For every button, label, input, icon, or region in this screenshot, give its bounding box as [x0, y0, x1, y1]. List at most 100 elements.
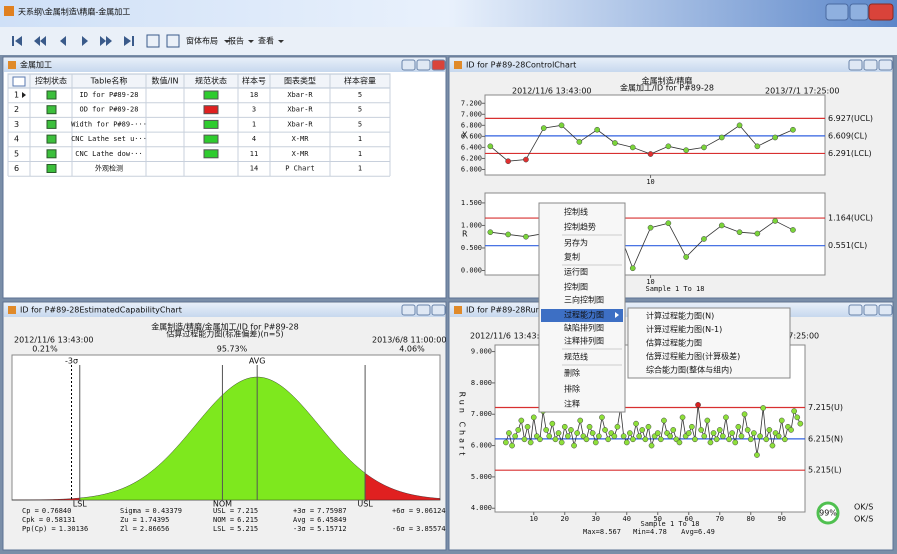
chart-type: Xbar-R	[287, 91, 313, 99]
menu-item[interactable]: 运行图	[564, 267, 588, 277]
pane-button[interactable]	[431, 59, 446, 71]
pane-button[interactable]	[401, 59, 416, 71]
row-number: 2	[14, 105, 19, 114]
data-point	[790, 126, 796, 133]
submenu-item[interactable]: 估算过程能力图(计算极差)	[646, 351, 740, 361]
menu-item[interactable]: 控制线	[564, 207, 588, 217]
start-date: 2012/11/6 13:43:00	[14, 336, 94, 345]
pane-button[interactable]	[848, 304, 863, 316]
toolbar-menu[interactable]: 窗体布局	[186, 36, 218, 46]
menu-item[interactable]: 三向控制图	[564, 295, 604, 305]
menu-item[interactable]: 控制趋势	[564, 222, 596, 232]
data-point	[778, 417, 785, 424]
pane-button[interactable]	[863, 59, 878, 71]
maximize-button[interactable]	[849, 3, 869, 21]
data-point	[661, 417, 667, 424]
menu-item[interactable]: 规范线	[564, 352, 588, 362]
data-point	[704, 417, 711, 424]
stat-value: 0.76840	[42, 507, 72, 515]
control-status-icon[interactable]	[46, 119, 57, 129]
pane-button[interactable]	[878, 59, 893, 71]
menu-item[interactable]: 排除	[564, 384, 580, 394]
stat-text: +3σ = 7.75987	[293, 507, 347, 515]
data-point	[503, 439, 509, 446]
submenu-item[interactable]: 计算过程能力图(N-1)	[646, 324, 722, 334]
x-tick-label: 20	[561, 515, 569, 523]
data-point	[506, 430, 512, 436]
x-tick-label: 10	[530, 515, 538, 523]
toolbar-menu[interactable]: 报告	[228, 36, 244, 46]
column-header: 规范状态	[195, 76, 227, 86]
data-point	[577, 417, 584, 424]
reference-label: NOM	[213, 500, 232, 509]
data-point	[736, 229, 743, 236]
data-point	[599, 414, 605, 421]
data-point	[589, 430, 596, 436]
menu-item[interactable]: 删除	[564, 368, 580, 378]
menu-item[interactable]: 注释排列图	[564, 336, 604, 346]
data-point	[754, 452, 760, 458]
status-badge	[816, 501, 840, 525]
y-tick-label: 4.000	[471, 504, 492, 512]
column-header: 数值/IN	[151, 76, 178, 86]
pane-button[interactable]	[401, 304, 416, 316]
data-point	[710, 430, 717, 436]
row-pointer	[22, 92, 26, 98]
pane-title: 金属加工	[20, 60, 52, 70]
stat-name: Sigma =	[120, 507, 150, 515]
close-button[interactable]	[868, 3, 894, 21]
data-point	[689, 423, 695, 430]
control-status-icon[interactable]	[46, 105, 57, 115]
toolbar-menu[interactable]: 查看	[258, 36, 274, 46]
pane-button[interactable]	[416, 304, 431, 316]
data-point	[540, 125, 547, 131]
limit-label: 7.215(U)	[808, 403, 843, 412]
submenu-item[interactable]: 估算过程能力图	[646, 338, 702, 348]
pane-title: ID for P#89-28ControlChart	[466, 61, 576, 70]
stat-name: LSL =	[213, 525, 234, 533]
app-icon	[4, 6, 14, 16]
pane-button[interactable]	[878, 304, 893, 316]
control-status-icon[interactable]	[46, 149, 57, 159]
pane-button[interactable]	[416, 59, 431, 71]
limit-label: 0.551(CL)	[828, 241, 867, 250]
pane-icon	[454, 61, 462, 69]
menu-item[interactable]: 注释	[564, 399, 580, 409]
pane-button[interactable]	[431, 304, 446, 316]
stat-name: Zl =	[120, 525, 137, 533]
sample-size: 5	[358, 106, 362, 114]
data-point	[602, 427, 608, 433]
pane-button[interactable]	[848, 59, 863, 71]
spec-status	[203, 90, 219, 100]
data-point	[763, 436, 770, 443]
x-tick-label: 40	[623, 515, 631, 523]
menu-item[interactable]: 复制	[564, 252, 580, 262]
data-point	[629, 265, 636, 272]
data-point	[735, 423, 742, 430]
nav-buttons[interactable]	[12, 34, 180, 48]
submenu-item[interactable]: 综合能力图(整体与组内)	[646, 365, 732, 375]
control-status-icon[interactable]	[46, 134, 57, 144]
pane-button[interactable]	[863, 304, 878, 316]
data-point	[576, 139, 583, 145]
pane-title: ID for P#89-28RunChart	[466, 306, 563, 315]
badge-label: 99%	[819, 509, 837, 518]
menu-item[interactable]: 缺陷排列图	[564, 323, 604, 333]
data-point	[701, 236, 707, 242]
reference-label: AVG	[249, 357, 266, 366]
menu-item[interactable]: 控制图	[564, 282, 588, 292]
data-point	[685, 430, 692, 436]
control-status-icon[interactable]	[46, 164, 57, 173]
y-tick-label: 6.000	[471, 442, 492, 450]
column-header: 控制状态	[35, 76, 67, 86]
data-point	[754, 230, 761, 237]
control-status-icon[interactable]	[46, 90, 57, 100]
axis-label: R	[462, 230, 468, 239]
menu-item[interactable]: 另存为	[564, 238, 588, 248]
minimize-button[interactable]	[825, 3, 849, 21]
data-point	[698, 427, 705, 433]
data-point	[568, 427, 574, 433]
data-point	[594, 126, 600, 133]
menu-item[interactable]: 过程能力图	[564, 310, 604, 320]
submenu-item[interactable]: 计算过程能力图(N)	[646, 311, 714, 321]
